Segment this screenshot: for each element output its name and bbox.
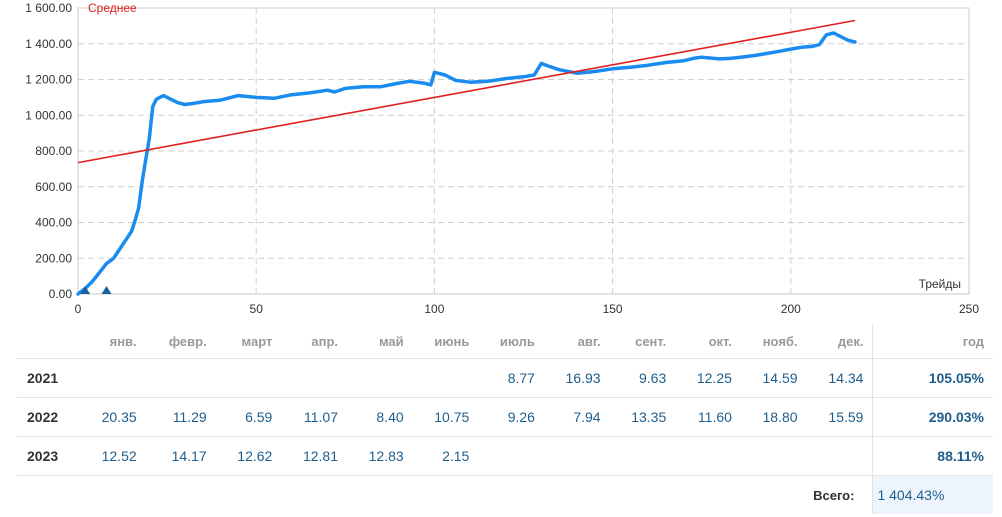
- month-return-cell: 9.26: [478, 397, 544, 437]
- month-return-cell: 14.17: [145, 436, 216, 476]
- x-tick-label: 250: [959, 302, 979, 316]
- month-return-cell: 7.94: [543, 397, 610, 437]
- month-return-cell: [740, 436, 807, 476]
- month-return-cell: 11.29: [145, 397, 216, 437]
- month-return-cell: 16.93: [543, 358, 610, 398]
- year-total-cell: 88.11%: [872, 436, 993, 476]
- month-header: нояб.: [762, 333, 798, 349]
- month-return-cell: 9.63: [609, 358, 676, 398]
- month-header: сент.: [635, 333, 667, 349]
- x-tick-label: 100: [424, 302, 444, 316]
- legend-label: Среднее: [88, 1, 137, 15]
- month-return-cell: [412, 358, 479, 398]
- month-header: март: [241, 333, 273, 349]
- month-return-cell: 18.80: [740, 397, 807, 437]
- month-return-cell: 11.60: [675, 397, 741, 437]
- year-label: 2022: [17, 397, 80, 437]
- grand-total-value: 1 404.43%: [872, 475, 993, 514]
- y-tick-label: 400.00: [35, 216, 72, 230]
- grand-total-label: Всего:: [17, 475, 873, 514]
- x-tick-label: 200: [781, 302, 801, 316]
- month-return-cell: [543, 436, 610, 476]
- month-header: июль: [499, 333, 535, 349]
- table-row: 2022 20.35 11.29 6.59 11.07 8.40 10.75 9.26 7.94…: [17, 397, 993, 437]
- month-return-cell: [145, 358, 216, 398]
- year-total-cell: 290.03%: [872, 397, 993, 437]
- month-header: февр.: [168, 333, 207, 349]
- month-return-cell: 12.62: [215, 436, 282, 476]
- month-header: янв.: [109, 333, 137, 349]
- header-year-spacer: [17, 324, 80, 359]
- month-return-cell: 8.40: [347, 397, 413, 437]
- year-total-cell: 105.05%: [872, 358, 993, 398]
- y-tick-label: 800.00: [35, 144, 72, 158]
- year-label: 2021: [17, 358, 80, 398]
- month-return-cell: 14.59: [740, 358, 807, 398]
- equity-line: [76, 31, 857, 296]
- month-return-cell: 8.77: [478, 358, 544, 398]
- month-header: дек.: [837, 333, 864, 349]
- year-label: 2023: [17, 436, 80, 476]
- x-tick-label: 150: [603, 302, 623, 316]
- month-return-cell: [609, 436, 676, 476]
- month-return-cell: [281, 358, 347, 398]
- header-row: янв. февр. март апр. май июнь июль авг. сент. окт…: [17, 324, 993, 359]
- x-axis-title: Трейды: [919, 277, 961, 291]
- month-return-cell: 6.59: [215, 397, 282, 437]
- y-tick-label: 1 000.00: [25, 108, 72, 122]
- month-return-cell: [478, 436, 544, 476]
- month-return-cell: [215, 358, 282, 398]
- y-tick-label: 0.00: [49, 287, 73, 301]
- year-total-header: год: [872, 324, 993, 359]
- month-return-cell: 20.35: [80, 397, 146, 437]
- chart-svg: 0.00 200.00 400.00 600.00 800.00 1 000.00 1 20…: [25, 1, 979, 316]
- month-return-cell: [806, 436, 873, 476]
- month-header: апр.: [311, 333, 338, 349]
- month-header: май: [378, 333, 404, 349]
- trade-marker: [101, 286, 112, 294]
- month-return-cell: [347, 358, 413, 398]
- y-tick-label: 1 400.00: [25, 37, 72, 51]
- month-return-cell: 12.25: [675, 358, 741, 398]
- table-row: 2021 8.77 16.93 9.63 12.25 14.59 14.34 105.05%: [17, 358, 993, 398]
- month-return-cell: 12.81: [281, 436, 347, 476]
- month-return-cell: [80, 358, 146, 398]
- table-row: 2023 12.52 14.17 12.62 12.81 12.83 2.15 88.11%: [17, 436, 993, 476]
- grand-total-row: Всего: 1 404.43%: [17, 475, 993, 514]
- table-body: 2021 8.77 16.93 9.63 12.25 14.59 14.34 105.05% 2…: [17, 358, 993, 514]
- equity-chart: 0.00 200.00 400.00 600.00 800.00 1 000.00 1 20…: [25, 1, 979, 316]
- average-trend-line: [77, 19, 856, 164]
- month-return-cell: [675, 436, 741, 476]
- month-return-cell: 15.59: [806, 397, 873, 437]
- y-tick-label: 1 600.00: [25, 1, 72, 15]
- month-return-cell: 2.15: [412, 436, 479, 476]
- month-header: авг.: [577, 333, 601, 349]
- month-header: окт.: [708, 333, 732, 349]
- month-return-cell: 12.52: [80, 436, 146, 476]
- month-return-cell: 10.75: [412, 397, 479, 437]
- month-return-cell: 12.83: [347, 436, 413, 476]
- y-tick-label: 600.00: [35, 180, 72, 194]
- y-tick-label: 200.00: [35, 251, 72, 265]
- monthly-returns-table: янв. февр. март апр. май июнь июль авг. сент. окт…: [17, 324, 993, 514]
- month-return-cell: 14.34: [806, 358, 873, 398]
- trade-marker: [80, 286, 91, 294]
- month-return-cell: 13.35: [609, 397, 676, 437]
- month-return-cell: 11.07: [281, 397, 347, 437]
- y-tick-label: 1 200.00: [25, 73, 72, 87]
- x-tick-label: 0: [75, 302, 82, 316]
- table-header: янв. февр. март апр. май июнь июль авг. сент. окт…: [17, 324, 993, 359]
- x-tick-label: 50: [250, 302, 264, 316]
- month-header: июнь: [434, 333, 470, 349]
